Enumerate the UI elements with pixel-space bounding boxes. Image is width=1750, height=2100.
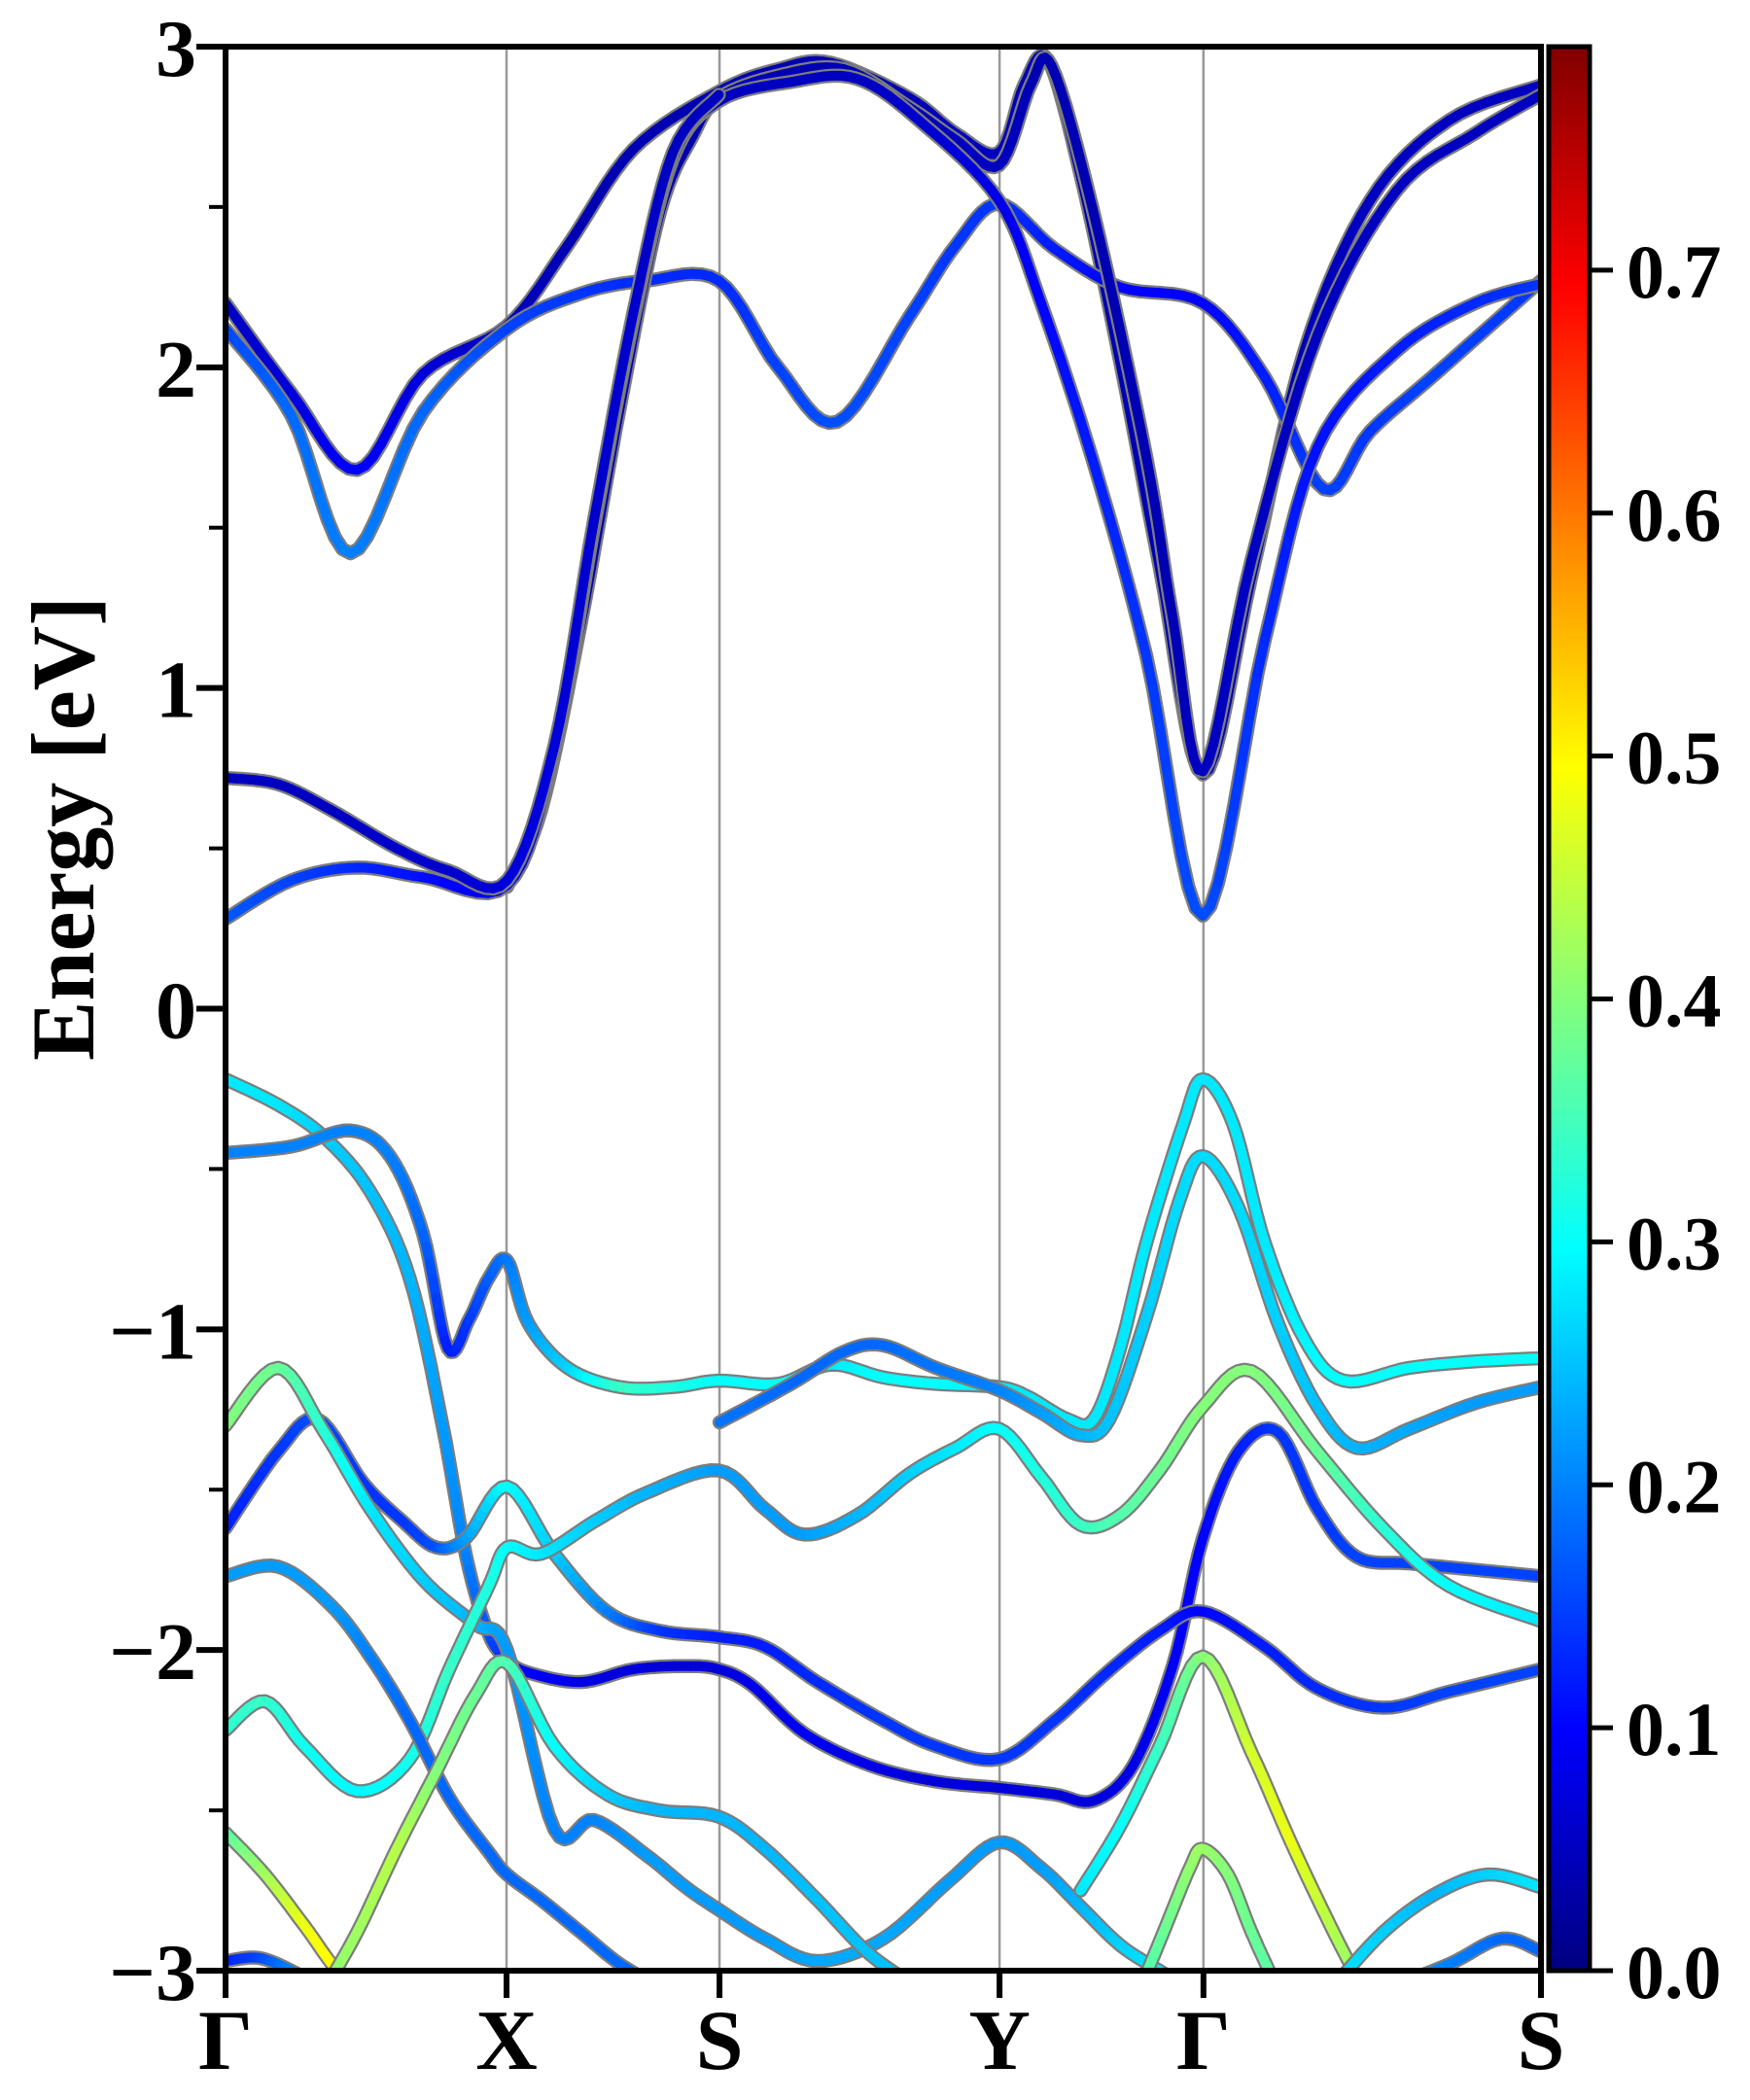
y-tick-label: 0 xyxy=(156,966,196,1057)
colorbar-tick-label: 0.5 xyxy=(1627,716,1722,800)
colorbar-tick-label: 0.0 xyxy=(1627,1930,1722,2014)
band-valence-10 xyxy=(1140,1841,1277,1969)
y-tick-label: 3 xyxy=(156,4,196,94)
y-tick-label: −1 xyxy=(109,1286,196,1377)
band-valence-1 xyxy=(228,1072,1539,1809)
plot-border xyxy=(223,44,1544,1974)
band-conduction-5 xyxy=(228,88,726,896)
y-tick-label: 2 xyxy=(156,325,196,415)
band-valence-2 xyxy=(228,1071,1539,1433)
band-valence-7 xyxy=(712,1148,1539,1456)
x-tick-label: Y xyxy=(968,1994,1031,2088)
x-tick-label: Γ xyxy=(198,1994,253,2088)
band-valence-5 xyxy=(228,1362,1539,1799)
band-valence-13 xyxy=(1339,1867,1539,1969)
x-tick-label: Γ xyxy=(1176,1994,1231,2088)
band-valence-14 xyxy=(1418,1931,1539,1969)
band-valence-11 xyxy=(1073,1649,1361,1969)
colorbar-tick-label: 0.4 xyxy=(1627,959,1722,1043)
x-tick-label: S xyxy=(1518,1994,1565,2088)
x-tick-label: X xyxy=(475,1994,538,2088)
y-tick-label: −2 xyxy=(109,1607,196,1698)
band-valence-3 xyxy=(228,1411,1539,1768)
band-valence-9 xyxy=(328,1654,902,1969)
colorbar xyxy=(1546,44,1592,1974)
band-valence-6 xyxy=(228,1558,642,1969)
bands-layer xyxy=(228,49,1539,1969)
x-tick-label: S xyxy=(696,1994,744,2088)
band-conduction-4 xyxy=(228,68,1539,927)
colorbar-tick-label: 0.3 xyxy=(1627,1201,1722,1285)
band-conduction-2 xyxy=(228,196,1539,561)
band-valence-4 xyxy=(228,1360,1171,1969)
band-valence-12 xyxy=(228,1950,303,1969)
colorbar-tick-label: 0.1 xyxy=(1627,1687,1722,1771)
y-tick-label: 1 xyxy=(156,646,196,736)
colorbar-tick-label: 0.7 xyxy=(1627,229,1722,314)
colorbar-tick-label: 0.6 xyxy=(1627,472,1722,557)
colorbar-tick-label: 0.2 xyxy=(1627,1444,1722,1528)
y-tick-label: −3 xyxy=(109,1928,196,2018)
